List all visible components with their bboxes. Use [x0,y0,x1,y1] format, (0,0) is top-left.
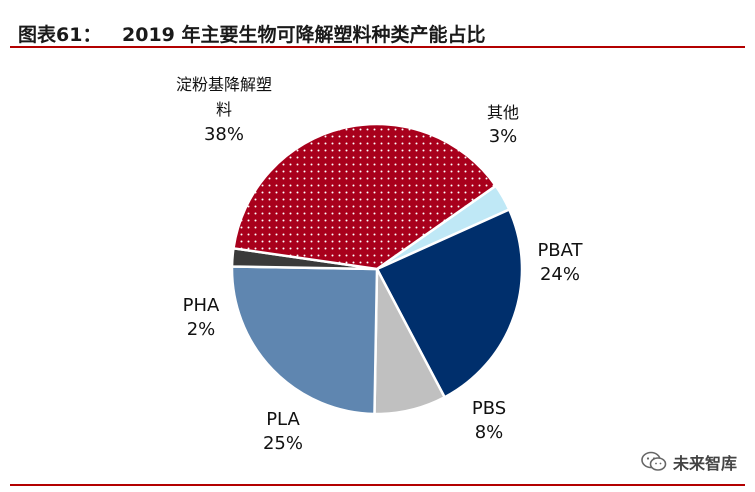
watermark-text: 未来智库 [672,454,737,473]
figure-number: 图表61： [18,24,102,46]
slice-label-2: PBS 8% [472,398,506,443]
slice-label-3: PLA 25% [263,409,303,454]
slice-name: PBS [472,398,506,419]
slice-name: PLA [266,409,300,430]
slice-name: 其他 [487,103,519,122]
slice-name: 料 [216,100,232,119]
slice-label-4: PHA 2% [183,295,220,340]
slice-percent: 24% [540,264,580,285]
slice-percent: 38% [204,124,244,145]
slice-name: PHA [183,295,220,316]
slice-percent: 3% [489,126,518,147]
slice-percent: 25% [263,433,303,454]
slice-label-0: 其他 3% [487,103,519,147]
pie-slice-3 [230,265,379,416]
chart-title: 2019 年主要生物可降解塑料种类产能占比 [122,24,486,46]
slice-label-5: 淀粉基降解塑料 38% [176,75,272,145]
pie-slice-1 [375,207,524,399]
slice-name: PBAT [537,240,583,261]
bottom-divider [10,484,745,486]
slice-percent: 8% [475,422,504,443]
watermark: 未来智库 [641,450,737,474]
slice-name: 淀粉基降解塑 [176,75,272,94]
slice-label-1: PBAT 24% [537,240,583,285]
slice-percent: 2% [187,319,216,340]
chart-header: 图表61： 2019 年主要生物可降解塑料种类产能占比 [10,12,745,46]
pie-slice-5 [232,122,498,271]
top-divider [10,46,745,48]
wechat-icon [641,451,667,471]
